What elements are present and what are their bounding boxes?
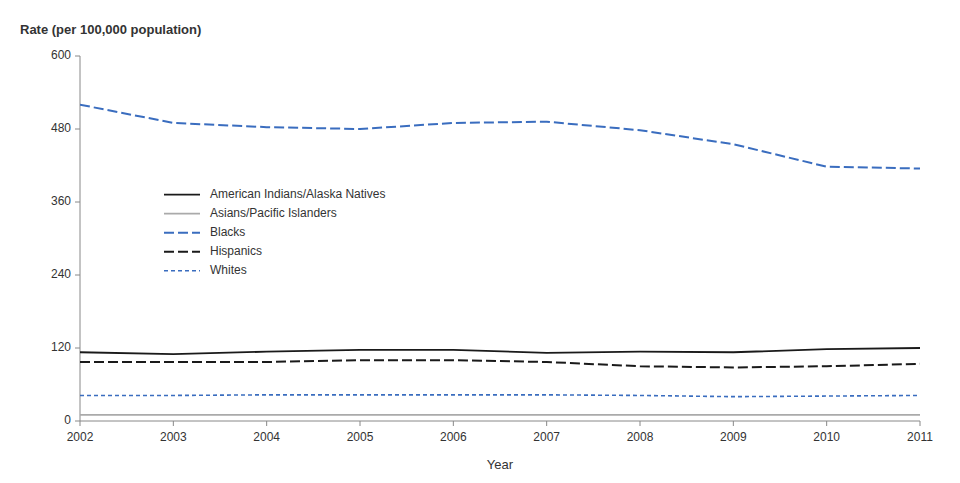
y-tick	[75, 348, 80, 349]
legend-label: Blacks	[210, 225, 245, 239]
y-tick	[75, 275, 80, 276]
x-tick-label: 2010	[813, 430, 840, 444]
series-line	[80, 414, 920, 416]
x-tick	[173, 421, 174, 426]
series-line	[80, 105, 920, 169]
x-tick	[266, 421, 267, 426]
y-tick-label: 120	[51, 340, 71, 354]
y-tick	[75, 202, 80, 203]
x-tick	[733, 421, 734, 426]
x-tick-label: 2003	[160, 430, 187, 444]
x-tick-label: 2006	[440, 430, 467, 444]
series-line	[80, 395, 920, 397]
y-tick	[75, 129, 80, 130]
y-tick-label: 240	[51, 267, 71, 281]
legend-swatch	[164, 213, 200, 215]
x-tick-label: 2011	[907, 430, 933, 444]
y-tick-label: 480	[51, 121, 71, 135]
x-tick	[920, 421, 921, 426]
legend-label: Whites	[210, 263, 247, 277]
x-tick-label: 2004	[253, 430, 280, 444]
legend-swatch	[164, 232, 200, 234]
legend: American Indians/Alaska Natives Asians/Pa…	[164, 187, 385, 277]
x-axis-label: Year	[487, 457, 514, 472]
series-line	[80, 348, 920, 354]
x-tick-label: 2009	[720, 430, 747, 444]
chart-container: 0 120 240 360 480 600 2002 2003 2004 2005 2006 2007…	[0, 0, 960, 483]
legend-label: Hispanics	[210, 244, 262, 258]
y-tick-label: 360	[51, 194, 71, 208]
x-tick-label: 2008	[627, 430, 654, 444]
x-tick-label: 2007	[533, 430, 560, 444]
x-axis-line	[80, 421, 920, 422]
legend-label: American Indians/Alaska Natives	[210, 187, 385, 201]
y-axis-line	[80, 56, 81, 421]
x-tick	[453, 421, 454, 426]
legend-swatch	[164, 251, 200, 253]
x-tick	[546, 421, 547, 426]
x-tick	[360, 421, 361, 426]
legend-swatch	[164, 194, 200, 196]
x-tick	[826, 421, 827, 426]
y-tick-label: 0	[64, 413, 71, 427]
legend-label: Asians/Pacific Islanders	[210, 206, 337, 220]
x-tick	[640, 421, 641, 426]
chart: 0 120 240 360 480 600 2002 2003 2004 2005 2006 2007…	[0, 0, 960, 483]
x-tick-label: 2005	[347, 430, 374, 444]
plot-area	[80, 105, 920, 415]
axes: 0 120 240 360 480 600 2002 2003 2004 2005 2006 2007…	[51, 48, 933, 444]
y-tick-label: 600	[51, 48, 71, 62]
x-tick	[80, 421, 81, 426]
x-tick-label: 2002	[67, 430, 94, 444]
y-tick	[75, 56, 80, 57]
series-line	[80, 360, 920, 367]
y-axis-label: Rate (per 100,000 population)	[20, 22, 201, 37]
legend-swatch	[164, 270, 200, 272]
y-tick	[75, 421, 80, 422]
